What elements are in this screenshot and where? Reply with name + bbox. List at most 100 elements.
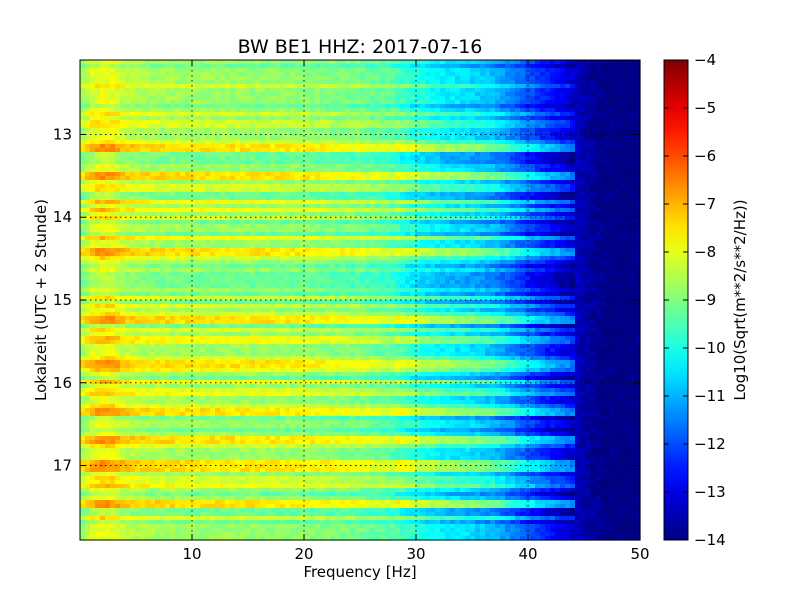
heatmap-cell <box>635 200 641 205</box>
heatmap-cell <box>580 160 586 165</box>
heatmap-cell <box>325 172 331 177</box>
heatmap-cell <box>235 168 241 173</box>
heatmap-cell <box>570 168 576 173</box>
heatmap-cell <box>525 180 531 185</box>
heatmap-cell <box>600 144 606 149</box>
heatmap-cell <box>515 224 521 229</box>
heatmap-cell <box>600 168 606 173</box>
heatmap-cell <box>470 132 476 137</box>
heatmap-cell <box>320 136 326 141</box>
heatmap-cell <box>140 128 146 133</box>
heatmap-cell <box>210 128 216 133</box>
heatmap-cell <box>500 152 506 157</box>
heatmap-cell <box>310 76 316 81</box>
heatmap-cell <box>335 72 341 77</box>
heatmap-cell <box>170 108 176 113</box>
heatmap-cell <box>275 152 281 157</box>
heatmap-cell <box>560 68 566 73</box>
heatmap-cell <box>335 236 341 241</box>
heatmap-cell <box>335 96 341 101</box>
heatmap-cell <box>180 112 186 117</box>
heatmap-cell <box>400 220 406 225</box>
heatmap-cell <box>280 64 286 69</box>
heatmap-cell <box>350 188 356 193</box>
heatmap-cell <box>105 212 111 217</box>
chart-title: BW BE1 HHZ: 2017-07-16 <box>238 36 483 58</box>
heatmap-cell <box>455 192 461 197</box>
heatmap-cell <box>435 92 441 97</box>
heatmap-cell <box>80 84 86 89</box>
heatmap-cell <box>565 72 571 77</box>
heatmap-cell <box>335 64 341 69</box>
heatmap-cell <box>260 68 266 73</box>
heatmap-cell <box>420 212 426 217</box>
heatmap-cell <box>330 76 336 81</box>
heatmap-cell <box>285 220 291 225</box>
heatmap-cell <box>220 196 226 201</box>
heatmap-cell <box>185 204 191 209</box>
heatmap-cell <box>265 132 271 137</box>
heatmap-cell <box>425 216 431 221</box>
heatmap-cell <box>455 96 461 101</box>
heatmap-cell <box>235 68 241 73</box>
heatmap-cell <box>265 92 271 97</box>
heatmap-cell <box>515 88 521 93</box>
heatmap-cell <box>505 184 511 189</box>
heatmap-cell <box>200 108 206 113</box>
heatmap-cell <box>190 180 196 185</box>
heatmap-cell <box>445 92 451 97</box>
heatmap-cell <box>410 204 416 209</box>
heatmap-cell <box>420 100 426 105</box>
heatmap-cell <box>370 208 376 213</box>
heatmap-cell <box>550 120 556 125</box>
heatmap-cell <box>190 124 196 129</box>
heatmap-cell <box>315 156 321 161</box>
heatmap-cell <box>550 180 556 185</box>
heatmap-cell <box>610 128 616 133</box>
heatmap-cell <box>290 168 296 173</box>
heatmap-cell <box>540 160 546 165</box>
heatmap-cell <box>345 112 351 117</box>
heatmap-cell <box>310 216 316 221</box>
heatmap-cell <box>610 88 616 93</box>
heatmap-cell <box>500 232 506 237</box>
heatmap-cell <box>555 220 561 225</box>
heatmap-cell <box>255 220 261 225</box>
heatmap-cell <box>175 232 181 237</box>
heatmap-cell <box>585 128 591 133</box>
heatmap-cell <box>390 196 396 201</box>
heatmap-cell <box>250 152 256 157</box>
heatmap-cell <box>540 152 546 157</box>
heatmap-cell <box>505 212 511 217</box>
heatmap-cell <box>410 80 416 85</box>
heatmap-cell <box>155 228 161 233</box>
heatmap-cell <box>520 92 526 97</box>
heatmap-cell <box>380 92 386 97</box>
heatmap-cell <box>615 152 621 157</box>
heatmap-cell <box>140 180 146 185</box>
heatmap-cell <box>465 188 471 193</box>
heatmap-cell <box>165 132 171 137</box>
heatmap-cell <box>480 180 486 185</box>
heatmap-cell <box>255 188 261 193</box>
heatmap-cell <box>605 232 611 237</box>
heatmap-cell <box>305 224 311 229</box>
heatmap-cell <box>490 232 496 237</box>
heatmap-cell <box>105 72 111 77</box>
heatmap-cell <box>615 132 621 137</box>
heatmap-cell <box>450 124 456 129</box>
heatmap-cell <box>270 192 276 197</box>
heatmap-cell <box>140 116 146 121</box>
heatmap-cell <box>365 84 371 89</box>
heatmap-cell <box>115 100 121 105</box>
heatmap-cell <box>475 168 481 173</box>
heatmap-cell <box>190 228 196 233</box>
heatmap-cell <box>200 140 206 145</box>
heatmap-cell <box>345 164 351 169</box>
heatmap-cell <box>325 148 331 153</box>
heatmap-cell <box>455 160 461 165</box>
heatmap-cell <box>135 180 141 185</box>
heatmap-cell <box>630 84 636 89</box>
heatmap-cell <box>385 128 391 133</box>
heatmap-cell <box>370 144 376 149</box>
